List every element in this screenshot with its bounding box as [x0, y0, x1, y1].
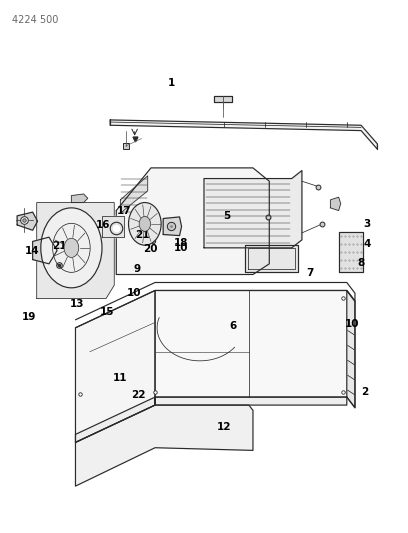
Polygon shape [33, 237, 57, 264]
Text: 4: 4 [364, 239, 371, 248]
Text: 13: 13 [70, 299, 85, 309]
Circle shape [129, 203, 161, 245]
Text: 2: 2 [361, 387, 369, 397]
Polygon shape [339, 232, 363, 272]
Text: 18: 18 [173, 238, 188, 247]
Circle shape [139, 216, 151, 231]
Polygon shape [137, 212, 155, 241]
Polygon shape [110, 120, 377, 149]
Polygon shape [163, 217, 182, 236]
Text: 14: 14 [24, 246, 39, 255]
Text: 6: 6 [229, 321, 236, 331]
Text: 22: 22 [131, 391, 146, 400]
Polygon shape [75, 405, 253, 486]
Text: 10: 10 [174, 243, 189, 253]
Text: 15: 15 [100, 307, 114, 317]
Circle shape [64, 238, 79, 257]
Polygon shape [245, 245, 298, 272]
Text: 16: 16 [95, 220, 110, 230]
Text: 8: 8 [357, 258, 365, 268]
Polygon shape [347, 290, 355, 408]
Text: 7: 7 [306, 269, 314, 278]
Text: 3: 3 [364, 219, 371, 229]
Polygon shape [214, 96, 232, 102]
Polygon shape [116, 168, 269, 274]
Text: 5: 5 [223, 211, 230, 221]
Polygon shape [102, 216, 124, 237]
Text: 10: 10 [126, 288, 141, 298]
Text: 12: 12 [216, 423, 231, 432]
Polygon shape [17, 212, 38, 230]
Polygon shape [330, 197, 341, 211]
Text: 21: 21 [135, 230, 149, 239]
Circle shape [41, 208, 102, 288]
Polygon shape [71, 194, 88, 203]
Text: 9: 9 [133, 264, 140, 274]
Polygon shape [204, 171, 302, 248]
Polygon shape [75, 397, 347, 442]
Text: 17: 17 [117, 206, 132, 215]
Polygon shape [75, 290, 155, 442]
Text: 4224 500: 4224 500 [12, 15, 59, 25]
Polygon shape [37, 203, 114, 298]
Text: 21: 21 [52, 241, 67, 251]
Polygon shape [155, 290, 355, 408]
Text: 11: 11 [113, 374, 128, 383]
Text: 19: 19 [22, 312, 37, 322]
Text: 10: 10 [344, 319, 359, 328]
Polygon shape [120, 176, 148, 213]
Text: 1: 1 [168, 78, 175, 87]
Text: 20: 20 [143, 244, 157, 254]
